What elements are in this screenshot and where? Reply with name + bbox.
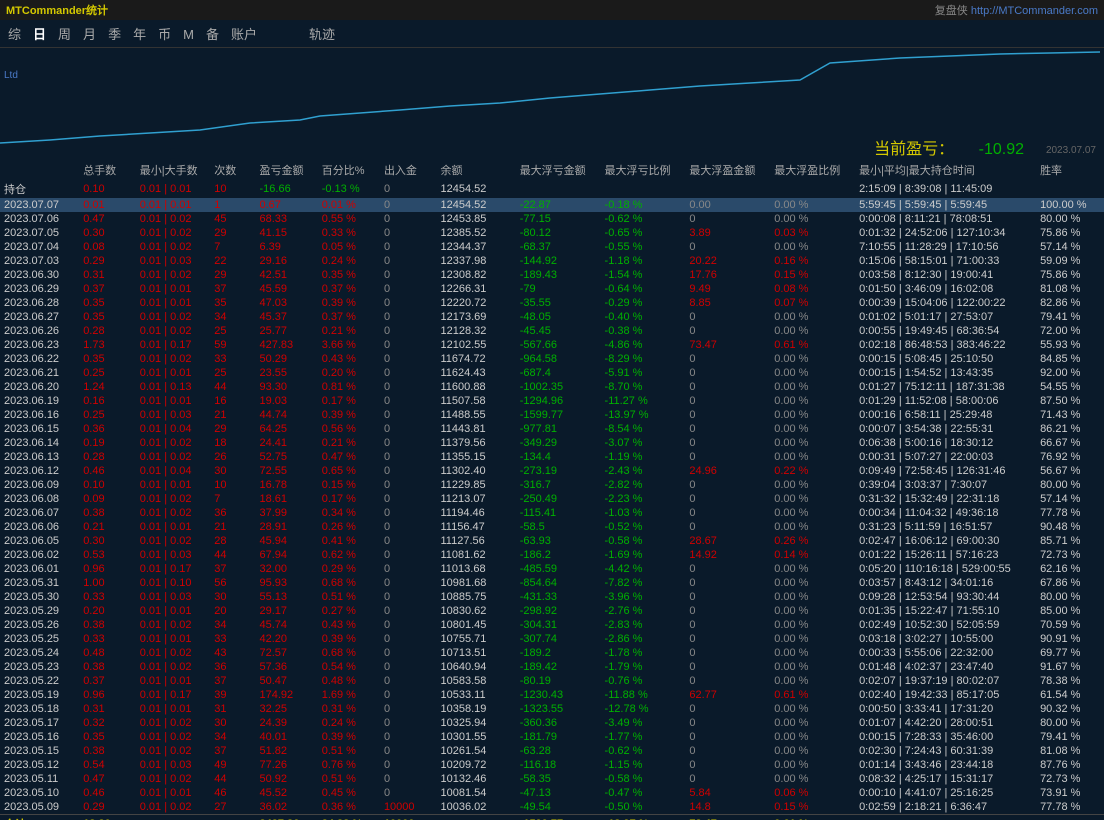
table-row[interactable]: 2023.06.160.250.01 | 0.032144.740.39 %01… — [0, 408, 1104, 422]
table-row[interactable]: 2023.06.020.530.01 | 0.034467.940.62 %01… — [0, 548, 1104, 562]
tab-track[interactable]: 轨迹 — [309, 27, 335, 42]
tab-日[interactable]: 日 — [33, 27, 46, 42]
tab-周[interactable]: 周 — [58, 27, 71, 42]
tab-M[interactable]: M — [183, 27, 194, 42]
col-4: 盈亏金额 — [256, 160, 318, 180]
table-row[interactable]: 2023.06.280.350.01 | 0.013547.030.39 %01… — [0, 296, 1104, 310]
table-row[interactable]: 2023.07.070.010.01 | 0.0110.670.01 %0124… — [0, 198, 1104, 212]
table-row[interactable]: 2023.05.220.370.01 | 0.013750.470.48 %01… — [0, 674, 1104, 688]
table-row[interactable]: 2023.07.050.300.01 | 0.022941.150.33 %01… — [0, 226, 1104, 240]
table-row[interactable]: 2023.06.300.310.01 | 0.022942.510.35 %01… — [0, 268, 1104, 282]
col-7: 余额 — [437, 160, 516, 180]
table-row[interactable]: 2023.06.210.250.01 | 0.012523.550.20 %01… — [0, 366, 1104, 380]
tab-季[interactable]: 季 — [108, 27, 121, 42]
table-row[interactable]: 2023.05.090.290.01 | 0.022736.020.36 %10… — [0, 800, 1104, 815]
tab-备[interactable]: 备 — [206, 27, 219, 42]
table-row[interactable]: 2023.05.120.540.01 | 0.034977.260.76 %01… — [0, 758, 1104, 772]
col-9: 最大浮亏比例 — [601, 160, 686, 180]
header-right: 复盘侠 http://MTCommander.com — [935, 2, 1098, 18]
stats-table: 总手数最小|大手数次数盈亏金额百分比%出入金余额最大浮亏金额最大浮亏比例最大浮盈… — [0, 160, 1104, 820]
table-row[interactable]: 2023.05.290.200.01 | 0.012029.170.27 %01… — [0, 604, 1104, 618]
table-row[interactable]: 2023.06.070.380.01 | 0.023637.990.34 %01… — [0, 506, 1104, 520]
col-11: 最大浮盈比例 — [770, 160, 855, 180]
table-row[interactable]: 2023.05.230.380.01 | 0.023657.360.54 %01… — [0, 660, 1104, 674]
table-row[interactable]: 2023.05.160.350.01 | 0.023440.010.39 %01… — [0, 730, 1104, 744]
total-row: 合计18.302437.8624.38 %10000-1599.77-13.97… — [0, 815, 1104, 820]
table-row[interactable]: 2023.05.100.460.01 | 0.014645.520.45 %01… — [0, 786, 1104, 800]
table-row[interactable]: 2023.05.190.960.01 | 0.1739174.921.69 %0… — [0, 688, 1104, 702]
table-row[interactable]: 2023.05.110.470.01 | 0.024450.920.51 %01… — [0, 772, 1104, 786]
table-row[interactable]: 2023.05.150.380.01 | 0.023751.820.51 %01… — [0, 744, 1104, 758]
table-row[interactable]: 2023.06.090.100.01 | 0.011016.780.15 %01… — [0, 478, 1104, 492]
table-row[interactable]: 2023.07.030.290.01 | 0.032229.160.24 %01… — [0, 254, 1104, 268]
tab-月[interactable]: 月 — [83, 27, 96, 42]
table-row[interactable]: 2023.06.120.460.01 | 0.043072.550.65 %01… — [0, 464, 1104, 478]
col-8: 最大浮亏金额 — [516, 160, 601, 180]
table-row[interactable]: 2023.06.201.240.01 | 0.134493.300.81 %01… — [0, 380, 1104, 394]
table-row[interactable]: 2023.05.260.380.01 | 0.023445.740.43 %01… — [0, 618, 1104, 632]
table-row[interactable]: 2023.05.250.330.01 | 0.013342.200.39 %01… — [0, 632, 1104, 646]
table-row[interactable]: 2023.05.180.310.01 | 0.013132.250.31 %01… — [0, 702, 1104, 716]
col-5: 百分比% — [318, 160, 380, 180]
col-10: 最大浮盈金额 — [685, 160, 770, 180]
table-row[interactable]: 2023.07.060.470.01 | 0.024568.330.55 %01… — [0, 212, 1104, 226]
table-row[interactable]: 2023.05.311.000.01 | 0.105695.930.68 %01… — [0, 576, 1104, 590]
col-2: 最小|大手数 — [136, 160, 211, 180]
tab-综[interactable]: 综 — [8, 27, 21, 42]
table-row[interactable]: 2023.05.240.480.01 | 0.024372.570.68 %01… — [0, 646, 1104, 660]
table-row[interactable]: 2023.06.080.090.01 | 0.02718.610.17 %011… — [0, 492, 1104, 506]
col-6: 出入金 — [380, 160, 437, 180]
tab-币[interactable]: 币 — [158, 27, 171, 42]
table-row[interactable]: 2023.05.170.320.01 | 0.023024.390.24 %01… — [0, 716, 1104, 730]
table-row[interactable]: 2023.06.290.370.01 | 0.013745.590.37 %01… — [0, 282, 1104, 296]
tab-年[interactable]: 年 — [133, 27, 146, 42]
table-row[interactable]: 2023.06.260.280.01 | 0.022525.770.21 %01… — [0, 324, 1104, 338]
table-row[interactable]: 2023.06.231.730.01 | 0.1759427.833.66 %0… — [0, 338, 1104, 352]
table-row[interactable]: 2023.05.300.330.01 | 0.033055.130.51 %01… — [0, 590, 1104, 604]
col-12: 最小|平均|最大持仓时间 — [855, 160, 1036, 180]
period-tabs: 综日周月季年币M备账户 轨迹 — [0, 20, 1104, 47]
top-date: 2023.07.07 — [1046, 145, 1096, 156]
table-row[interactable]: 2023.06.140.190.01 | 0.021824.410.21 %01… — [0, 436, 1104, 450]
col-0 — [0, 160, 79, 180]
col-1: 总手数 — [79, 160, 136, 180]
table-row[interactable]: 2023.07.040.080.01 | 0.0276.390.05 %0123… — [0, 240, 1104, 254]
tab-账户[interactable]: 账户 — [231, 27, 257, 42]
table-row[interactable]: 2023.06.060.210.01 | 0.012128.910.26 %01… — [0, 520, 1104, 534]
current-pnl: 当前盈亏： -10.92 — [874, 135, 1024, 159]
app-title: MTCommander统计 — [6, 2, 108, 18]
table-row[interactable]: 2023.06.150.360.01 | 0.042964.250.56 %01… — [0, 422, 1104, 436]
table-row[interactable]: 2023.06.130.280.01 | 0.022652.750.47 %01… — [0, 450, 1104, 464]
table-row[interactable]: 2023.06.270.350.01 | 0.023445.370.37 %01… — [0, 310, 1104, 324]
col-3: 次数 — [210, 160, 255, 180]
table-row[interactable]: 2023.06.190.160.01 | 0.011619.030.17 %01… — [0, 394, 1104, 408]
table-row[interactable]: 2023.06.220.350.01 | 0.023350.290.43 %01… — [0, 352, 1104, 366]
url-link[interactable]: http://MTCommander.com — [971, 5, 1098, 17]
col-13: 胜率 — [1036, 160, 1104, 180]
table-row[interactable]: 2023.06.050.300.01 | 0.022845.940.41 %01… — [0, 534, 1104, 548]
table-row[interactable]: 2023.06.010.960.01 | 0.173732.000.29 %01… — [0, 562, 1104, 576]
